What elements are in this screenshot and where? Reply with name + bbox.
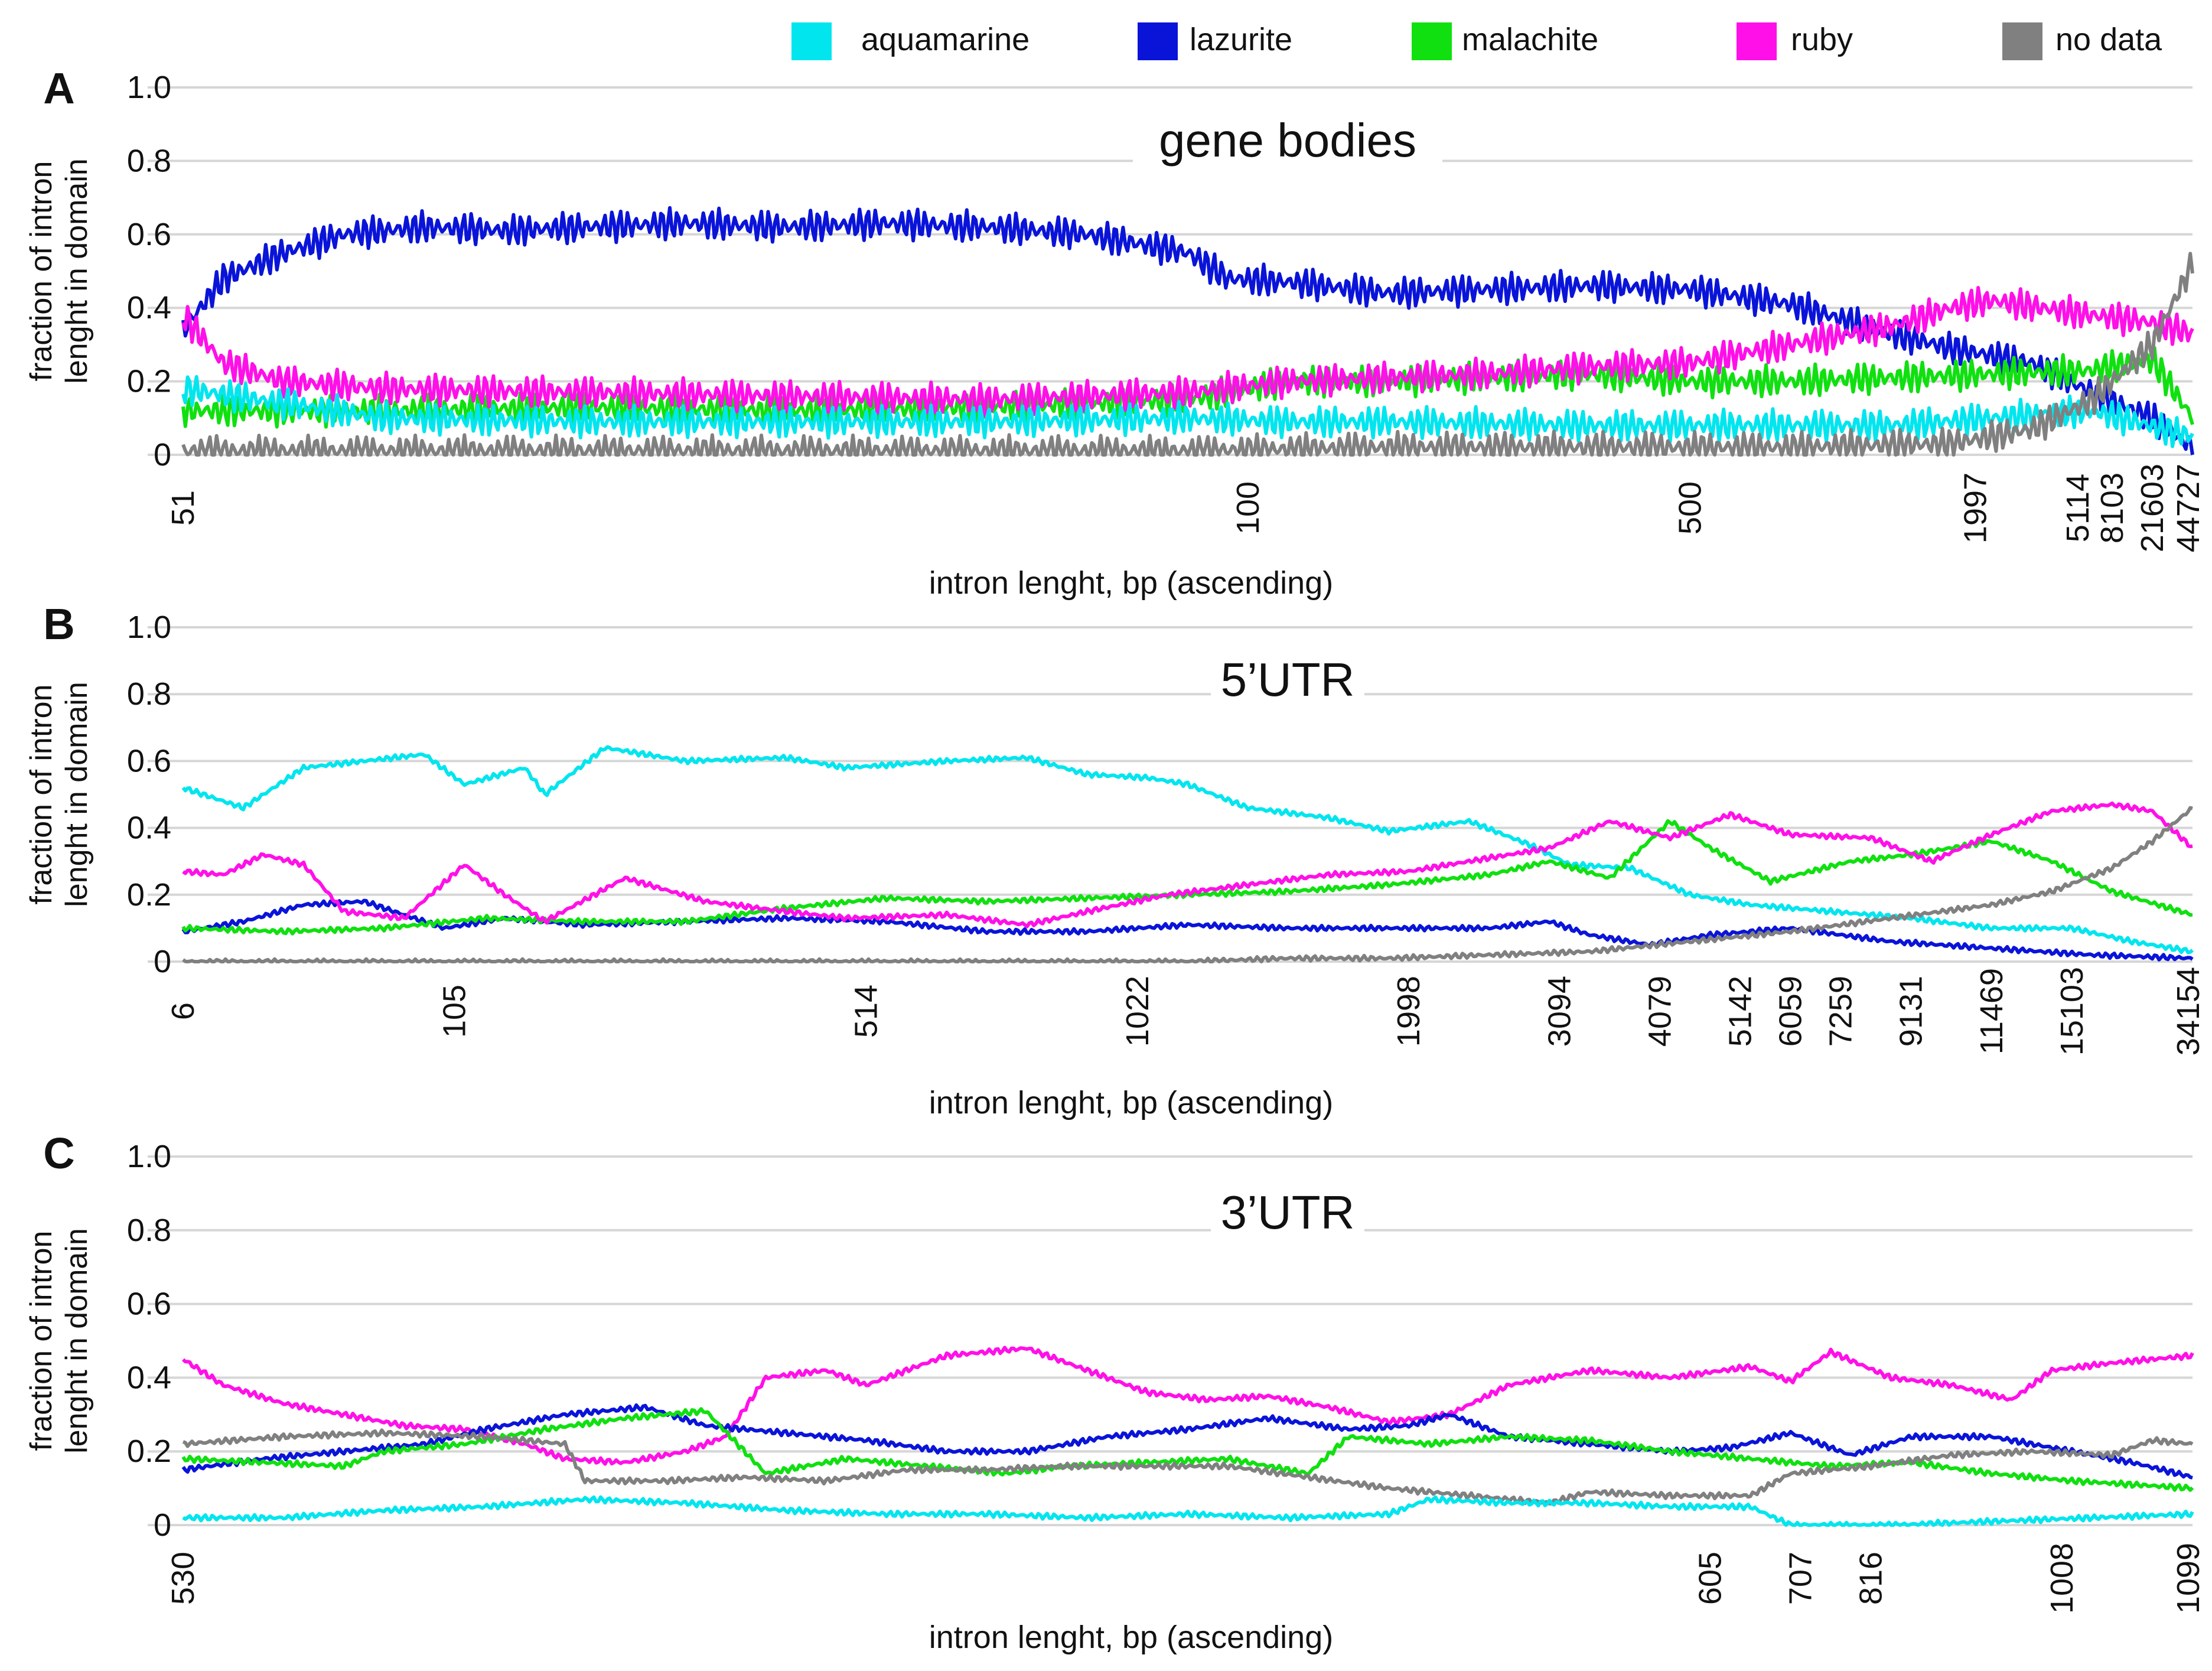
legend-swatch-ruby xyxy=(1737,22,1777,60)
x-tick-label: 1022 xyxy=(1120,976,1155,1047)
y-tick-label: 0.6 xyxy=(127,743,171,779)
x-tick-label: 514 xyxy=(849,985,884,1038)
x-tick-label: 3094 xyxy=(1542,976,1577,1047)
x-tick-label: 5114 xyxy=(2060,474,2096,542)
panel-gene-bodies: A 0 0.2 0.4 0.6 0.8 1.0 fraction of intronlengh… xyxy=(24,64,2206,601)
x-tick-label: 9131 xyxy=(1894,976,1929,1047)
y-axis-label: fraction of intronlenght in domain xyxy=(24,158,94,384)
y-tick-label: 0.6 xyxy=(127,1286,171,1322)
x-tick-label: 6 xyxy=(165,1002,201,1020)
x-tick-label: 34154 xyxy=(2171,967,2206,1056)
x-tick-label: 605 xyxy=(1693,1552,1728,1605)
x-tick-label: 6059 xyxy=(1773,976,1809,1047)
panel-letter: A xyxy=(43,64,74,113)
legend-item-no-data: no data xyxy=(2002,22,2162,60)
series-line-ruby xyxy=(182,801,2193,929)
y-axis-label: fraction of intronlenght in domain xyxy=(24,1228,94,1454)
x-tick-label: 100 xyxy=(1230,481,1266,535)
x-tick-label: 44727 xyxy=(2171,464,2206,552)
legend-item-ruby: ruby xyxy=(1737,22,1853,60)
x-tick-label: 707 xyxy=(1783,1552,1819,1605)
series-line-aquamarine xyxy=(181,375,2194,448)
legend-swatch-lazurite xyxy=(1138,22,1178,60)
legend-label-aquamarine: aquamarine xyxy=(861,22,1030,57)
x-tick-label: 11469 xyxy=(1974,968,2009,1054)
y-tick-label: 1.0 xyxy=(127,610,171,645)
chart-title: gene bodies xyxy=(1159,114,1416,167)
x-tick-label: 21603 xyxy=(2135,464,2170,552)
series-line-lazurite xyxy=(181,206,2194,455)
chart-title: 3’UTR xyxy=(1221,1186,1355,1239)
y-tick-label: 0.4 xyxy=(127,290,171,325)
series-line-no-data xyxy=(181,252,2194,457)
x-tick-label: 5142 xyxy=(1723,976,1758,1047)
legend-swatch-aquamarine xyxy=(791,22,832,60)
panel-letter: B xyxy=(43,600,74,649)
legend-label-malachite: malachite xyxy=(1462,22,1598,57)
series-line-no-data xyxy=(182,1428,2194,1506)
series-line-no-data xyxy=(182,806,2193,963)
x-axis-label: intron lenght, bp (ascending) xyxy=(929,1620,1333,1655)
series-line-aquamarine xyxy=(181,745,2194,955)
chart-title-background xyxy=(1211,1190,1364,1240)
series-line-aquamarine xyxy=(182,1495,2194,1527)
x-tick-label: 530 xyxy=(165,1552,201,1605)
x-tick-label: 8103 xyxy=(2094,473,2130,543)
chart-title-background xyxy=(1133,118,1442,168)
y-tick-label: 0.2 xyxy=(127,1434,171,1469)
legend-swatch-malachite xyxy=(1412,22,1452,60)
y-tick-label: 0 xyxy=(154,437,171,473)
y-tick-label: 0.4 xyxy=(127,810,171,846)
legend-label-ruby: ruby xyxy=(1791,22,1853,57)
y-tick-label: 0.4 xyxy=(127,1360,171,1395)
series-line-ruby xyxy=(181,286,2194,418)
x-tick-label: 4079 xyxy=(1642,976,1677,1047)
panel-5utr: B 0 0.2 0.4 0.6 0.8 1.0 fraction of intronlengh… xyxy=(24,600,2206,1120)
y-tick-label: 1.0 xyxy=(127,1139,171,1174)
legend-swatch-no-data xyxy=(2002,22,2042,60)
y-tick-label: 0 xyxy=(154,1507,171,1543)
panel-letter: C xyxy=(43,1129,74,1178)
x-axis-label: intron lenght, bp (ascending) xyxy=(929,1085,1333,1120)
series-line-lazurite xyxy=(181,1403,2193,1480)
x-tick-label: 1998 xyxy=(1391,976,1426,1047)
chart-title: 5’UTR xyxy=(1221,653,1355,706)
y-tick-label: 0.6 xyxy=(127,217,171,252)
y-tick-label: 0 xyxy=(154,944,171,979)
legend-item-aquamarine: aquamarine xyxy=(791,22,1030,60)
x-tick-label: 105 xyxy=(436,985,472,1038)
x-tick-label: 51 xyxy=(165,490,201,526)
x-tick-label: 1008 xyxy=(2044,1543,2080,1614)
legend-item-malachite: malachite xyxy=(1412,22,1598,60)
y-tick-label: 0.2 xyxy=(127,877,171,913)
y-tick-label: 0.8 xyxy=(127,676,171,712)
series-line-malachite xyxy=(181,1407,2194,1492)
legend-label-lazurite: lazurite xyxy=(1190,22,1292,57)
legend: aquamarine lazurite malachite ruby no da… xyxy=(791,22,2162,60)
legend-item-lazurite: lazurite xyxy=(1138,22,1292,60)
x-axis-label: intron lenght, bp (ascending) xyxy=(929,565,1333,601)
y-tick-label: 0.8 xyxy=(127,143,171,178)
x-tick-label: 1997 xyxy=(1958,473,1993,543)
legend-label-no-data: no data xyxy=(2055,22,2162,57)
chart-title-background xyxy=(1211,657,1364,708)
panel-3utr: C 0 0.2 0.4 0.6 0.8 1.0 fraction of intronlengh… xyxy=(24,1129,2206,1655)
y-tick-label: 0.8 xyxy=(127,1213,171,1248)
x-tick-label: 500 xyxy=(1673,481,1708,535)
y-tick-label: 0.2 xyxy=(127,364,171,399)
x-tick-label: 816 xyxy=(1853,1552,1889,1605)
y-axis-label: fraction of intronlenght in domain xyxy=(24,682,94,907)
x-tick-label: 15103 xyxy=(2054,967,2090,1056)
x-tick-label: 1099 xyxy=(2171,1543,2206,1614)
x-tick-label: 7259 xyxy=(1823,976,1859,1047)
y-tick-label: 1.0 xyxy=(127,70,171,105)
